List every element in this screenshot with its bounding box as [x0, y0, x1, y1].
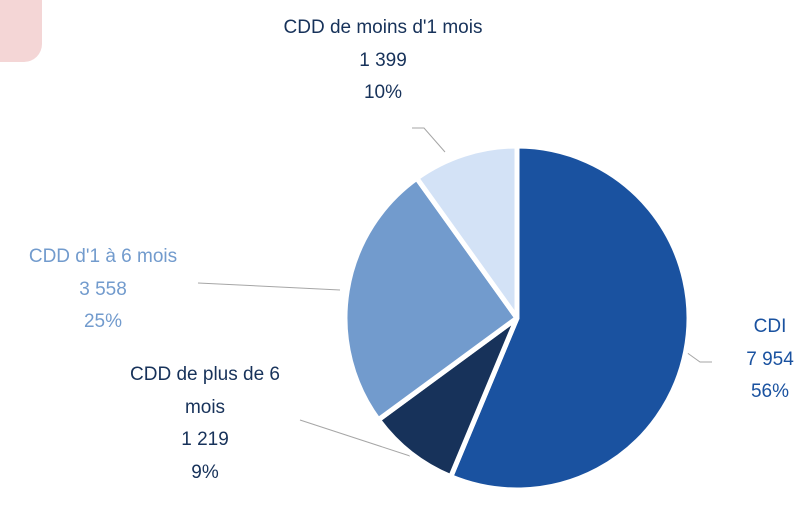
leader-line [685, 351, 712, 363]
slices [342, 143, 692, 493]
leader-line [197, 282, 341, 291]
value-label: 7 954 [746, 348, 794, 370]
leader-line [412, 127, 446, 153]
leader-lines [197, 127, 712, 457]
value-label: 1 219 [181, 429, 229, 450]
category-label: CDD de moins d'1 mois [283, 17, 483, 38]
value-label: 3 558 [79, 278, 127, 300]
category-label: CDD de plus de 6 mois [130, 364, 280, 418]
label-group: CDD de moins d'1 mois 1 399 10% [273, 12, 493, 110]
label-group: CDI 7 954 56% [720, 311, 806, 409]
percentage-label: 10% [363, 82, 403, 103]
leader-line [299, 419, 411, 457]
pie-slice [414, 143, 520, 321]
pie-slice [342, 175, 520, 423]
percentage-label: 25% [83, 311, 123, 332]
value-label: 1 399 [359, 49, 407, 71]
category-label: CDD d'1 à 6 mois [28, 246, 178, 267]
percentage-label: 9% [191, 461, 219, 483]
percentage-label: 56% [750, 381, 790, 402]
label-group: CDD d'1 à 6 mois 3 558 25% [3, 241, 203, 339]
pie-slice [448, 143, 692, 493]
category-label: CDI [753, 316, 787, 337]
label-group: CDD de plus de 6 mois 1 219 9% [110, 359, 300, 489]
decor [0, 0, 42, 62]
